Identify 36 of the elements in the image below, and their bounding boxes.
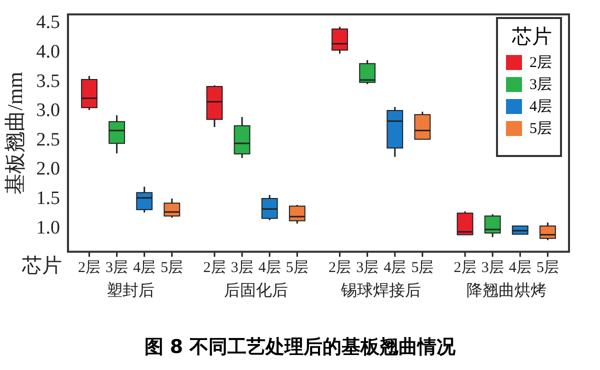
text: 2层 [328,260,352,276]
text: 2层 [454,260,476,276]
x-axis-title: 芯片 [21,255,62,278]
x-tick-label: 锡球焊接后 [340,282,422,300]
y-tick-label: 4.5 [36,12,60,34]
text: 4层 [258,260,281,276]
y-tick-label: 1.0 [36,217,60,238]
y-tick-label: 3.0 [36,100,60,122]
y-tick-label: 3.5 [36,70,60,92]
x-tick-label: 塑封后 [106,282,155,300]
text: 5层 [411,260,434,276]
y-tick-label: 2.5 [36,129,60,150]
legend-label: 3层 [530,76,552,94]
text: 4层 [384,260,406,276]
text: 3层 [356,260,379,276]
text: 2层 [78,260,100,276]
text: 4层 [508,260,532,276]
text: 5层 [536,260,559,276]
y-tick-label: 2.0 [36,158,60,180]
text: 2层 [203,260,226,276]
legend-label: 4层 [530,98,552,116]
x-tick-label: 后固化后 [224,282,288,300]
text: 3层 [481,260,504,276]
y-tick-label: 4.0 [36,41,60,62]
text: 图 8 不同工艺处理后的基板翘曲情况 [143,335,457,360]
text: 5层 [286,260,308,276]
legend-label: 2层 [530,54,552,72]
legend-title: 芯片 [511,25,552,50]
text: 4层 [133,260,156,276]
y-tick-label: 1.5 [36,188,60,210]
x-tick-label: 降翘曲烘烤 [466,282,546,300]
legend-label: 5层 [530,120,552,138]
text: 5层 [160,260,184,276]
text: 3层 [106,260,128,276]
text: 3层 [230,260,254,276]
y-axis-title: 基板翘曲/mm [3,72,28,194]
